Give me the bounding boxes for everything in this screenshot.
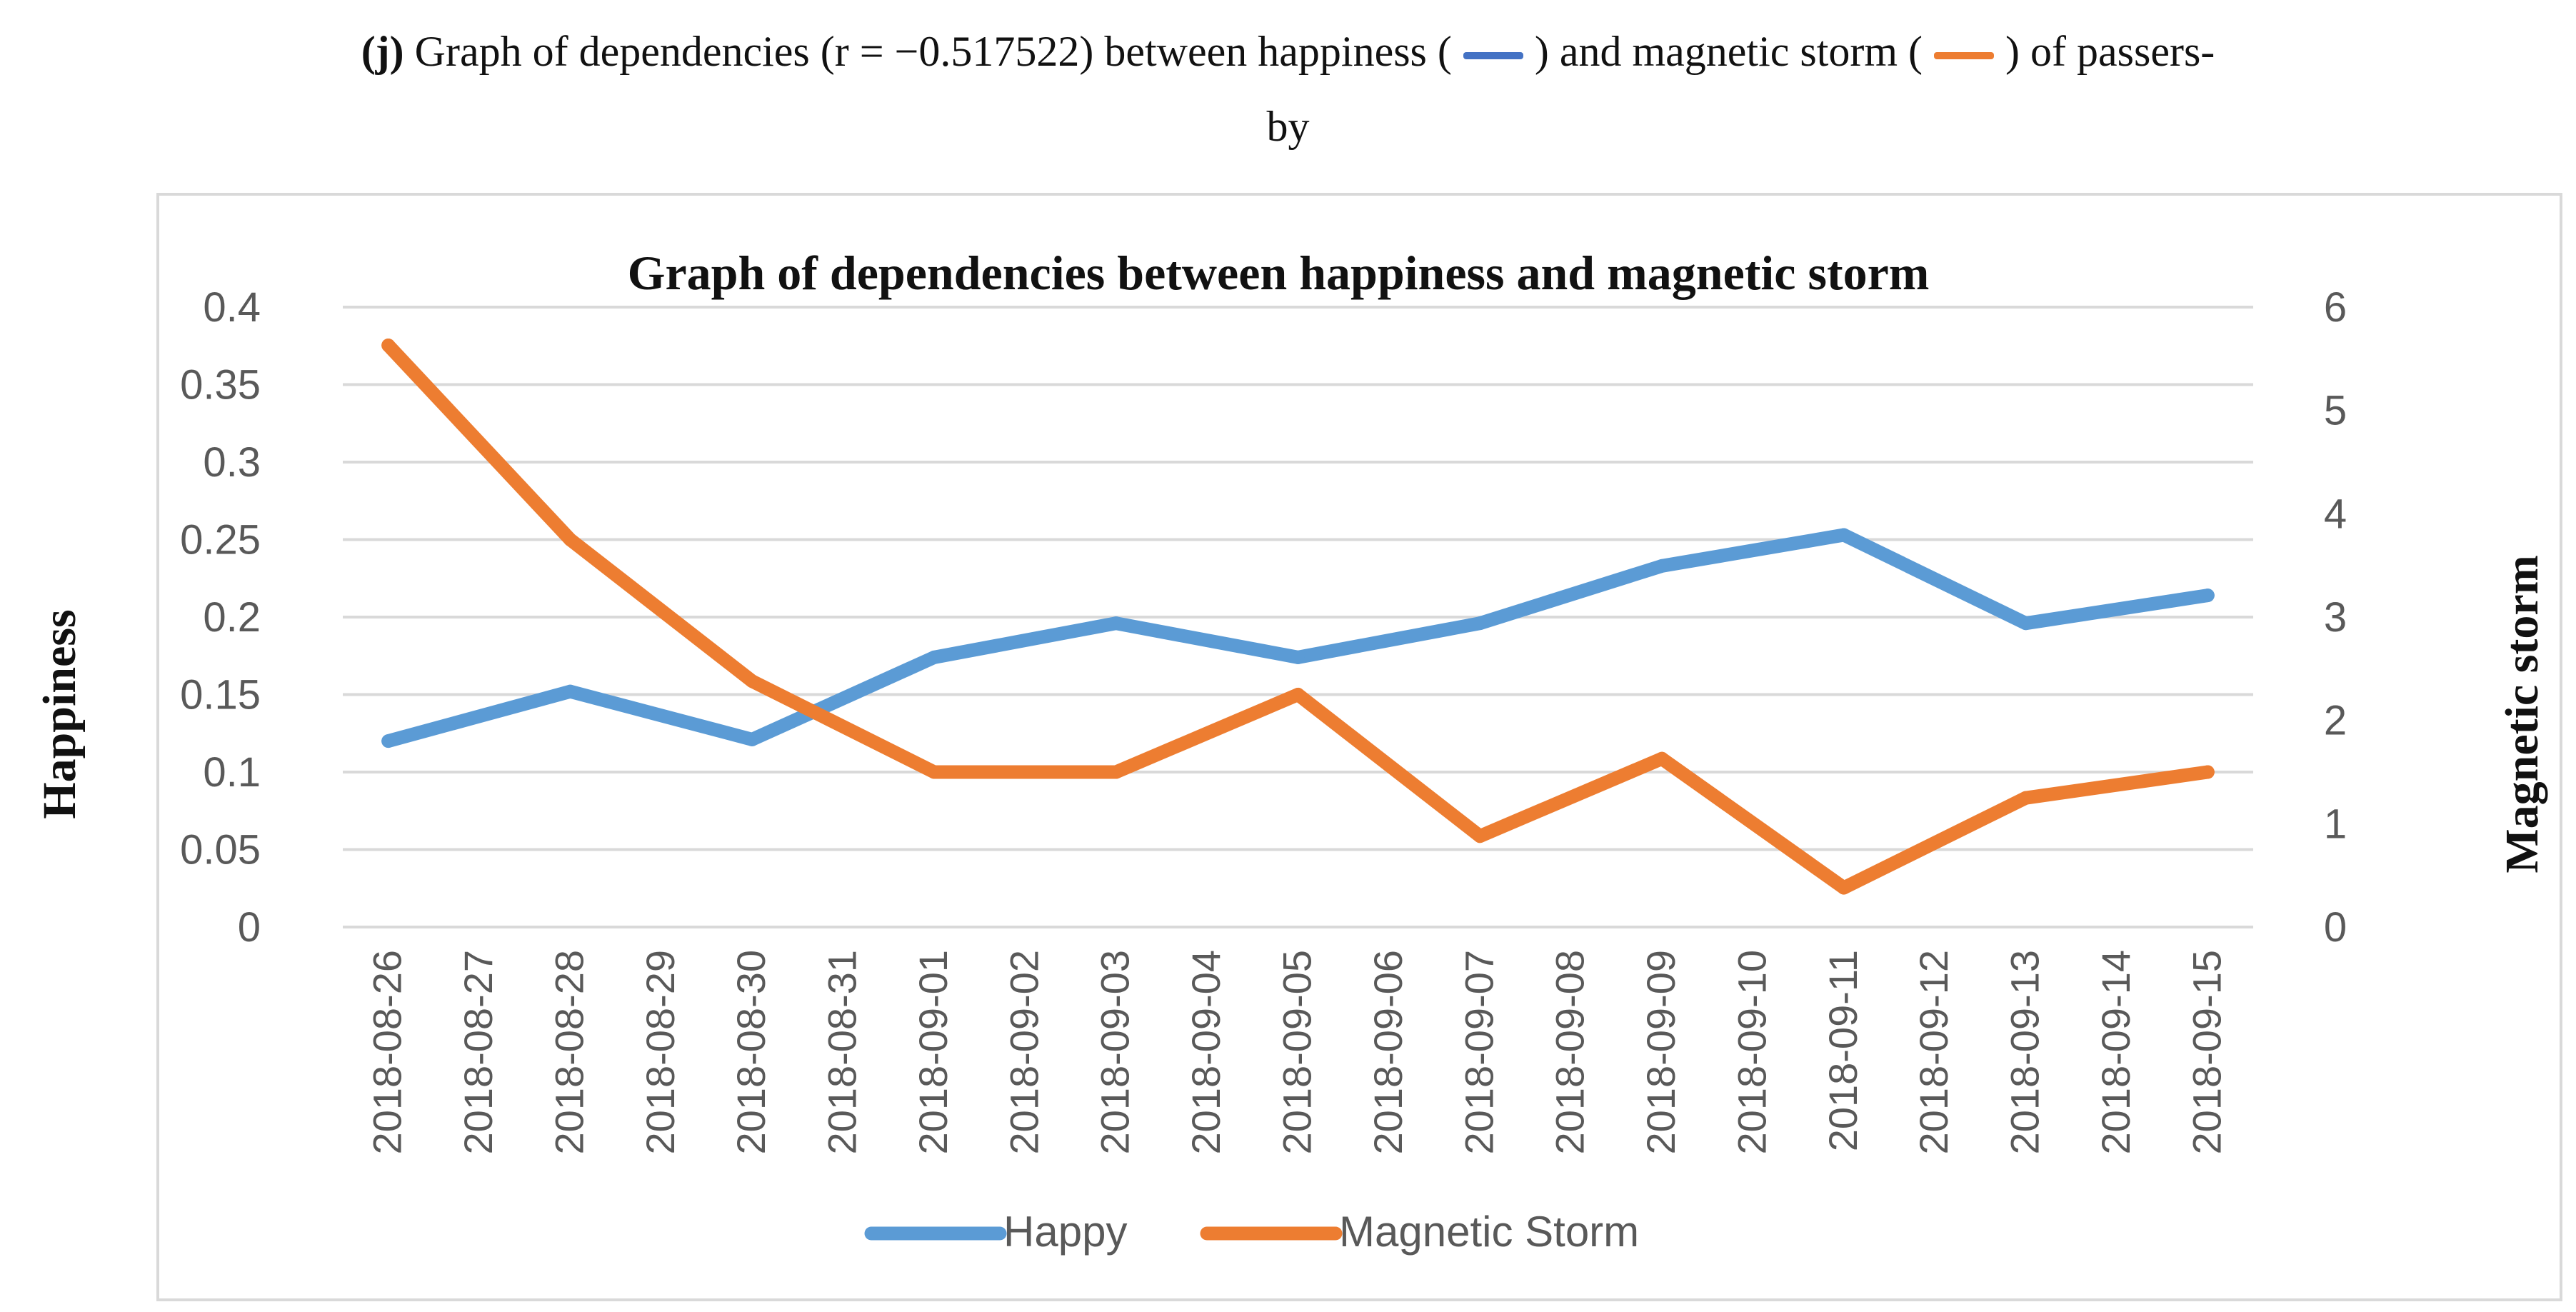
x-tick-label: 2018-09-08 — [1548, 950, 1593, 1154]
left-tick-label: 0.2 — [203, 594, 261, 641]
data-point — [1291, 688, 1305, 701]
caption-text-part-1: Graph of dependencies (r = −0.517522) be… — [414, 28, 1452, 75]
x-tick-label: 2018-08-26 — [365, 950, 410, 1154]
data-point — [1291, 650, 1305, 664]
left-tick-label: 0.1 — [203, 749, 261, 796]
x-tick-label: 2018-09-12 — [1911, 950, 1956, 1154]
left-tick-label: 0 — [238, 904, 261, 951]
x-tick-label: 2018-09-01 — [911, 950, 956, 1154]
right-tick-label: 4 — [2324, 491, 2347, 537]
x-tick-label: 2018-09-11 — [1820, 950, 1865, 1151]
left-tick-label: 0.25 — [180, 517, 261, 564]
data-point — [1109, 616, 1123, 631]
right-tick-label: 6 — [2324, 284, 2347, 331]
x-tick-label: 2018-09-10 — [1729, 950, 1774, 1154]
caption-line-1: (j) Graph of dependencies (r = −0.517522… — [0, 14, 2576, 89]
x-tick-label: 2018-08-31 — [820, 950, 865, 1154]
data-point — [2200, 765, 2215, 779]
right-axis-label: Magnetic storm — [2496, 555, 2548, 873]
left-axis-ticks: 0 0.05 0.1 0.15 0.2 0.25 0.3 0.35 0.4 — [180, 284, 261, 951]
caption-happy-swatch — [1463, 52, 1523, 60]
data-point — [927, 650, 941, 664]
caption-line-2: by — [1266, 103, 1310, 150]
left-axis-label: Happiness — [34, 609, 86, 818]
x-tick-label: 2018-09-04 — [1183, 950, 1228, 1154]
figure-caption: (j) Graph of dependencies (r = −0.517522… — [0, 14, 2576, 164]
left-tick-label: 0.3 — [203, 439, 261, 486]
data-point — [1473, 616, 1487, 631]
right-tick-label: 3 — [2324, 594, 2347, 641]
data-point — [745, 674, 759, 688]
legend: Happy Magnetic Storm — [864, 1208, 1639, 1256]
right-tick-label: 1 — [2324, 801, 2347, 847]
right-tick-label: 0 — [2324, 904, 2347, 951]
x-tick-label: 2018-09-06 — [1365, 950, 1410, 1154]
x-tick-label: 2018-09-13 — [2003, 950, 2048, 1154]
x-tick-label: 2018-09-03 — [1093, 950, 1138, 1154]
left-tick-label: 0.15 — [180, 672, 261, 718]
gridlines — [343, 306, 2253, 928]
legend-label: Happy — [1003, 1208, 1127, 1256]
data-point — [2019, 616, 2033, 631]
data-point — [563, 684, 577, 698]
right-tick-label: 2 — [2324, 698, 2347, 744]
data-point — [381, 339, 396, 353]
series-line-happy — [381, 528, 2215, 748]
x-tick-label: 2018-09-07 — [1456, 950, 1501, 1154]
caption-storm-swatch — [1934, 52, 1995, 60]
data-point — [1109, 765, 1123, 779]
data-point — [1655, 751, 1669, 766]
data-point — [745, 732, 759, 746]
x-tick-label: 2018-09-05 — [1275, 950, 1320, 1154]
chart-title: Graph of dependencies between happiness … — [628, 246, 1930, 300]
x-tick-label: 2018-09-14 — [2093, 950, 2138, 1154]
legend-label: Magnetic Storm — [1339, 1208, 1639, 1256]
left-tick-label: 0.4 — [203, 284, 261, 331]
data-point — [1473, 829, 1487, 843]
x-axis-ticks: 2018-08-26 2018-08-27 2018-08-28 2018-08-29… — [365, 950, 2230, 1154]
caption-label: (j) — [361, 28, 404, 75]
series-lines — [381, 339, 2215, 895]
data-point — [927, 765, 941, 779]
right-axis-ticks: 0 1 2 3 4 5 6 — [2324, 284, 2347, 951]
chart-frame — [156, 193, 2562, 1301]
x-tick-label: 2018-09-02 — [1001, 950, 1046, 1154]
data-point — [1655, 559, 1669, 573]
caption-text-part-2: ) and magnetic storm ( — [1534, 28, 1923, 75]
caption-text-part-3: ) of passers- — [2005, 28, 2215, 75]
x-tick-label: 2018-08-30 — [728, 950, 773, 1154]
data-point — [381, 734, 396, 748]
x-tick-label: 2018-08-28 — [546, 950, 591, 1154]
data-point — [2200, 589, 2215, 603]
data-point — [1837, 528, 1851, 542]
x-tick-label: 2018-08-29 — [638, 950, 683, 1154]
left-tick-label: 0.05 — [180, 827, 261, 873]
data-point — [1837, 881, 1851, 895]
x-tick-label: 2018-08-27 — [456, 950, 501, 1154]
right-tick-label: 5 — [2324, 388, 2347, 434]
left-tick-label: 0.35 — [180, 362, 261, 409]
x-tick-label: 2018-09-09 — [1638, 950, 1683, 1154]
x-tick-label: 2018-09-15 — [2184, 950, 2229, 1154]
data-point — [563, 533, 577, 546]
data-point — [2019, 791, 2033, 805]
